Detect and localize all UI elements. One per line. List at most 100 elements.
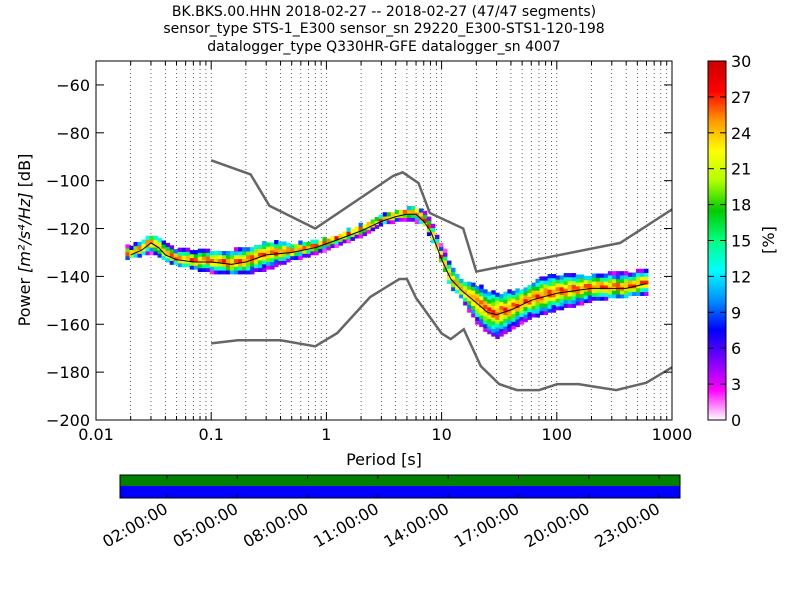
y-axis-label: Power [m²/s⁴/Hz] [dB] (15, 154, 34, 327)
pdf-cell (519, 301, 524, 306)
pdf-cell (270, 257, 275, 262)
title-line-1: BK.BKS.00.HHN 2018-02-27 -- 2018-02-27 (… (172, 4, 596, 20)
pdf-cell (254, 252, 259, 257)
pdf-cell (491, 309, 496, 314)
pdf-cell (217, 251, 223, 256)
pdf-cell (165, 250, 171, 255)
pdf-cell (362, 231, 368, 237)
pdf-cell (250, 262, 255, 267)
pdf-cell (491, 328, 496, 333)
pdf-cell (298, 255, 303, 261)
pdf-cell (426, 224, 432, 229)
plot-frame (95, 60, 673, 421)
pdf-cell (587, 283, 593, 288)
pdf-cell (133, 245, 138, 250)
pdf-cell (483, 312, 488, 317)
pdf-cell (479, 299, 484, 305)
pdf-cell (555, 306, 561, 311)
coverage-frame (119, 474, 681, 499)
pdf-cell (467, 289, 472, 294)
pdf-cell (310, 243, 315, 248)
pdf-cell (487, 318, 492, 323)
pdf-cell (370, 219, 376, 224)
pdf-cell (575, 293, 581, 298)
pdf-cell (406, 217, 412, 222)
pdf-cell (181, 259, 187, 264)
pdf-cell (378, 222, 384, 227)
pdf-cell (165, 258, 171, 263)
pdf-cell (294, 251, 299, 257)
pdf-cell (499, 328, 504, 333)
pdf-cell (153, 247, 158, 252)
plot-background (96, 61, 672, 420)
pdf-cell (302, 245, 307, 250)
pdf-cell (177, 259, 183, 264)
pdf-cell (579, 293, 585, 298)
pdf-cell (439, 254, 444, 259)
pdf-cell (302, 241, 307, 247)
pdf-cell (161, 251, 167, 257)
pdf-cell (205, 263, 211, 269)
pdf-cell (487, 299, 492, 304)
pdf-cell (575, 285, 581, 291)
pdf-cell (471, 294, 476, 299)
pdf-cell (294, 248, 299, 253)
pdf-cell (467, 308, 472, 313)
pdf-cell (567, 276, 573, 282)
y-axis-label-prefix: Power (15, 273, 34, 326)
pdf-cell (129, 253, 134, 258)
pdf-cell (515, 307, 520, 312)
pdf-cell (515, 303, 520, 308)
pdf-cell (591, 281, 597, 286)
pdf-cell (302, 249, 307, 254)
pdf-cell (471, 309, 476, 314)
pdf-cell (209, 258, 215, 263)
pdf-cell (607, 282, 613, 287)
pdf-cell (551, 304, 557, 309)
pdf-cell (503, 295, 508, 300)
pdf-cell (595, 285, 601, 290)
pdf-cell (173, 260, 179, 265)
pdf-cell (225, 266, 231, 271)
pdf-cell (334, 236, 339, 241)
pdf-cell (149, 239, 154, 244)
pdf-cell (563, 284, 569, 289)
pdf-cell (567, 288, 573, 293)
pdf-cell (386, 219, 392, 225)
pdf-cell (447, 268, 452, 273)
pdf-cell (197, 267, 203, 273)
pdf-cell (394, 217, 400, 222)
pdf-cell (491, 313, 496, 318)
y-axis-label-units: [m²/s⁴/Hz] (15, 192, 34, 272)
pdf-cell (475, 316, 480, 321)
pdf-cell (507, 323, 512, 329)
pdf-cell (503, 291, 508, 296)
pdf-cell (607, 271, 613, 276)
pdf-cell (563, 280, 569, 285)
pdf-cell (535, 305, 540, 310)
pdf-cell (390, 212, 396, 217)
pdf-cell (254, 267, 259, 273)
pdf-cell (266, 242, 271, 247)
pdf-cell (209, 251, 215, 256)
pdf-cell (531, 286, 536, 291)
pdf-cell (137, 249, 142, 254)
y-tick-label: −200 (46, 411, 90, 430)
pdf-cell (225, 262, 231, 267)
pdf-cell (378, 218, 384, 223)
pdf-cell (523, 298, 528, 304)
pdf-cell (539, 307, 544, 312)
pdf-cell (507, 293, 512, 298)
pdf-cell (242, 251, 247, 256)
pdf-cell (237, 251, 243, 256)
pdf-cell (555, 283, 561, 288)
pdf-cell (499, 320, 504, 326)
pdf-cell (342, 231, 347, 236)
pdf-cell (233, 258, 239, 263)
pdf-cell (487, 314, 492, 319)
pdf-cell (181, 247, 187, 252)
pdf-cell (350, 229, 355, 234)
pdf-cell (290, 251, 295, 257)
pdf-cell (535, 294, 540, 299)
pdf-cell (443, 252, 448, 257)
